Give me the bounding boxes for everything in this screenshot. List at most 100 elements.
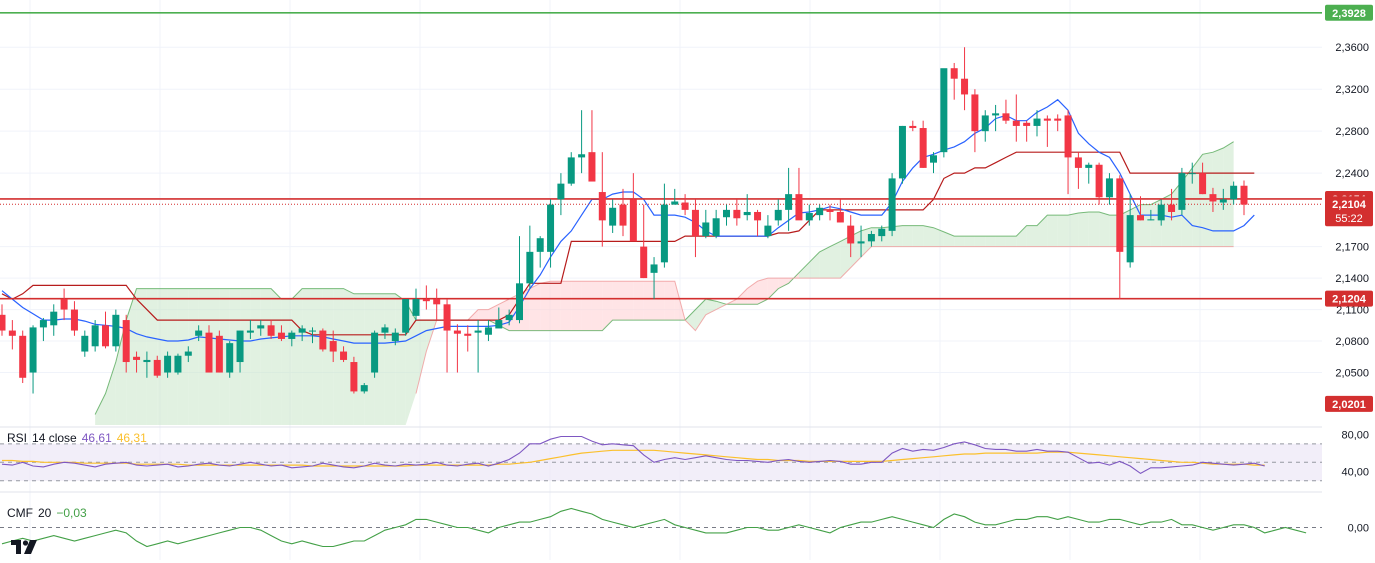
candle-bearish — [60, 288, 68, 321]
candle-body — [909, 125, 917, 129]
kijun-sen-line — [1, 151, 1255, 336]
candle-body — [309, 330, 316, 332]
price-tick-label: 2,3200 — [1335, 84, 1369, 96]
candle-bullish — [867, 230, 875, 247]
candle-body — [267, 325, 275, 336]
cloud-segment-bearish — [664, 281, 675, 321]
cloud-segment-bearish — [560, 281, 572, 331]
candle-bullish — [1157, 199, 1165, 226]
candle-bearish — [102, 311, 109, 349]
cloud-segment-bullish — [416, 320, 427, 394]
candle-body — [629, 199, 637, 242]
candle-body — [712, 218, 720, 237]
rsi-pane — [0, 435, 1322, 482]
candle-bearish — [215, 330, 223, 373]
candle-body — [1054, 118, 1062, 121]
candle-body — [226, 343, 234, 373]
candle-bullish — [609, 199, 617, 233]
candle-bearish — [919, 120, 927, 168]
candle-body — [940, 68, 948, 153]
cmf-label: CMF — [7, 506, 33, 520]
cloud-segment-bearish — [581, 281, 592, 331]
candle-body — [1012, 120, 1020, 126]
price-badge-text: 2,1204 — [1332, 294, 1367, 306]
candle-body — [288, 332, 296, 339]
candle-body — [992, 113, 1000, 116]
cloud-segment-bullish — [902, 225, 913, 247]
rsi-tick-label: 40,00 — [1341, 467, 1369, 479]
tradingview-logo-icon[interactable] — [10, 536, 42, 556]
candle-body — [29, 327, 37, 373]
level-price-badge: 2,1204 — [1325, 290, 1373, 307]
candle-bullish — [174, 353, 182, 375]
cloud-segment-bullish — [1016, 225, 1027, 247]
candle-bearish — [826, 204, 834, 221]
cloud-segment-bullish — [250, 288, 261, 425]
cloud-segment-bearish — [571, 281, 582, 331]
candle-bearish — [961, 47, 969, 111]
cmf-legend[interactable]: CMF 20 −0,03 — [7, 506, 92, 520]
rsi-legend[interactable]: RSI 14 close 46,61 46,31 — [7, 431, 152, 445]
candle-body — [8, 330, 16, 336]
candle-bearish — [329, 330, 337, 363]
candle-bearish — [153, 355, 161, 378]
candle-bullish — [536, 236, 544, 268]
cloud-segment-bearish — [654, 281, 665, 321]
candle-bullish — [774, 199, 782, 226]
candle-bullish — [1126, 194, 1134, 268]
price-tick-label: 2,0500 — [1335, 368, 1369, 380]
price-badge-background — [1325, 395, 1373, 412]
candle-bullish — [1219, 188, 1227, 210]
candle-body — [19, 335, 27, 378]
candle-body — [816, 207, 824, 216]
candle-body — [598, 192, 606, 221]
cloud-segment-bullish — [188, 288, 199, 425]
candle-body — [81, 335, 89, 352]
rsi-tick-label: 80,00 — [1341, 430, 1369, 442]
candle-bearish — [909, 120, 917, 132]
candle-body — [464, 333, 472, 336]
candle-body — [277, 332, 285, 339]
candle-bullish — [112, 309, 120, 352]
candle-body — [505, 314, 513, 321]
candle-body — [474, 330, 482, 333]
candle-bearish — [795, 167, 803, 221]
candle-body — [578, 154, 586, 158]
candle-body — [516, 283, 523, 321]
candle-body — [371, 332, 379, 373]
candle-bearish — [319, 328, 327, 352]
candle-body — [174, 355, 182, 373]
candle-bullish — [246, 320, 254, 339]
candle-bullish — [164, 351, 172, 378]
candle-bullish — [805, 204, 813, 226]
cloud-segment-bearish — [529, 283, 541, 331]
candle-bearish — [122, 314, 130, 373]
candle-bearish — [19, 330, 27, 384]
cloud-segment-bearish — [602, 281, 613, 331]
candle-body — [547, 204, 555, 252]
candle-bullish — [702, 209, 710, 239]
candle-body — [702, 222, 710, 237]
candle-body — [774, 209, 782, 221]
candle-bullish — [381, 324, 389, 339]
candle-bullish — [764, 215, 772, 239]
candle-bullish — [650, 257, 658, 300]
candle-body — [671, 201, 679, 205]
candle-bullish — [495, 307, 503, 329]
candle-body — [526, 251, 534, 284]
cloud-segment-bullish — [964, 236, 975, 247]
candle-body — [319, 330, 327, 350]
last-price-badge-background — [1325, 196, 1373, 227]
candle-bearish — [629, 173, 637, 242]
horizontal-levels — [0, 12, 1322, 300]
candle-body — [195, 330, 203, 336]
candle-body — [1085, 164, 1093, 168]
cmf-line — [1, 507, 1307, 548]
candle-bearish — [950, 62, 958, 100]
candle-bearish — [619, 188, 627, 237]
candle-bearish — [691, 199, 699, 258]
cloud-segment-bullish — [1192, 154, 1203, 247]
candle-bullish — [671, 188, 679, 205]
price-tick-label: 2,3600 — [1335, 42, 1369, 54]
candle-bullish — [236, 330, 244, 373]
